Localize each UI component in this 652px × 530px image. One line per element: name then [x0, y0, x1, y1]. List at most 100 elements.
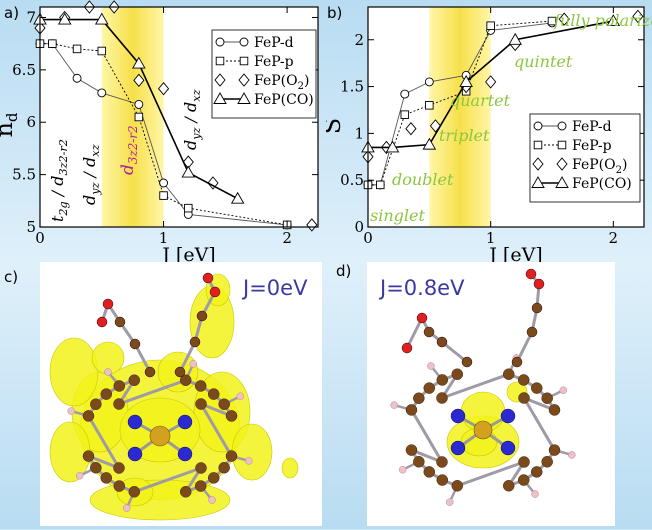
- data-point: [181, 165, 196, 178]
- hydrogen-atom: [398, 465, 407, 474]
- legend-marker: [239, 56, 249, 66]
- series-FeP(CO): [361, 14, 621, 153]
- carbon-atom: [413, 456, 425, 468]
- carbon-atom: [100, 388, 113, 400]
- data-point: [558, 12, 570, 26]
- nitrogen-atom: [177, 446, 193, 462]
- carbon-atom: [113, 462, 125, 474]
- hydrogen-atom: [236, 392, 245, 401]
- carbon-atom: [451, 480, 464, 492]
- carbon-atom: [174, 366, 186, 378]
- y-tick-label: 5: [26, 218, 36, 236]
- data-point: [486, 21, 495, 30]
- data-point: [425, 101, 434, 110]
- chart-b: 0 1 2 0 0.5 1 1.5 2 J [eV] FeP-d FeP-p FeP(O2)FeP(C…: [326, 6, 652, 262]
- iron-atom: [473, 420, 493, 440]
- carbon-atom: [90, 462, 102, 474]
- hydrogen-atom: [427, 362, 435, 370]
- legend-marker: [557, 140, 567, 150]
- legend-marker: [556, 157, 568, 171]
- carbon-atom: [436, 374, 449, 386]
- carbon-atom: [518, 456, 530, 468]
- bond: [199, 403, 233, 457]
- carbon-atom: [194, 480, 207, 492]
- carbon-atom: [526, 326, 538, 338]
- legend-marker: [533, 140, 543, 150]
- molecule-panel-c: [40, 262, 322, 526]
- carbon-atom: [218, 462, 230, 474]
- carbon-atom: [113, 480, 126, 492]
- legend-marker: [214, 73, 226, 87]
- hydrogen-atom: [568, 451, 576, 459]
- panel-label-c: c): [4, 268, 19, 286]
- data-point: [97, 88, 107, 98]
- bond: [410, 409, 444, 463]
- y-tick-label: 7: [26, 8, 36, 26]
- carbon-atom: [518, 392, 530, 404]
- oxygen-atom: [401, 342, 413, 354]
- y-axis-label: nd: [0, 112, 21, 137]
- legend-marker: [555, 176, 569, 188]
- annotation-t2g: t2g / d3z2-r2: [48, 139, 70, 222]
- highlight-band: [101, 7, 164, 227]
- hydrogen-atom: [531, 490, 539, 498]
- data-point: [400, 89, 410, 99]
- carbon-atom: [436, 474, 449, 486]
- nitrogen-atom: [127, 414, 143, 430]
- carbon-atom: [189, 336, 201, 348]
- bond: [456, 460, 525, 488]
- state-label: fully polarized: [553, 11, 652, 30]
- carbon-atom: [511, 356, 523, 368]
- oxygen-atom: [525, 268, 537, 280]
- plot-frame: [367, 6, 645, 228]
- x-tick-label: 1: [159, 229, 169, 247]
- carbon-atom: [100, 472, 113, 484]
- carbon-atom: [113, 380, 126, 392]
- y-tick-label: 6: [26, 113, 36, 131]
- carbon-atom: [129, 338, 141, 350]
- legend-entry: FeP(O2): [572, 157, 627, 176]
- legend-entry: FeP-d: [254, 35, 294, 51]
- hydrogen-atom: [104, 368, 112, 376]
- oxygen-atom: [202, 272, 214, 284]
- legend-entry: FeP(CO): [572, 176, 632, 192]
- annotation-dyz-dxz-2: dyz / dxz: [181, 89, 203, 150]
- spin-density-lobe: [281, 457, 299, 479]
- carbon-atom: [517, 374, 530, 386]
- data-point: [306, 218, 318, 232]
- panel-label-b: b): [327, 4, 343, 22]
- carbon-atom: [196, 310, 208, 322]
- carbon-atom: [207, 388, 220, 400]
- nitrogen-atom: [177, 414, 193, 430]
- hydrogen-atom: [208, 496, 216, 504]
- bond: [133, 343, 152, 373]
- legend-entry: FeP(CO): [254, 92, 314, 108]
- carbon-atom: [517, 474, 530, 486]
- chart-a: 0 1 2 5 5.5 6 6.5 7 J [eV] FeP-d FeP-p FeP(O2)FeP(C…: [0, 0, 319, 262]
- legend-entry: FeP(O2): [254, 73, 309, 92]
- data-point: [459, 74, 473, 87]
- legend-marker: [531, 176, 545, 188]
- hydrogen-atom: [67, 407, 75, 415]
- highlight-band: [429, 7, 491, 227]
- legend-marker: [239, 37, 249, 47]
- data-point: [159, 178, 169, 188]
- x-tick-label: 2: [609, 229, 619, 247]
- data-point: [422, 137, 437, 150]
- bond: [133, 466, 202, 494]
- j-label-d: J=0.8eV: [380, 276, 465, 300]
- carbon-atom: [548, 444, 561, 456]
- data-point: [485, 75, 497, 89]
- data-point: [95, 12, 109, 25]
- carbon-atom: [502, 480, 515, 492]
- legend-marker: [237, 92, 251, 104]
- legend: FeP-d FeP-p FeP(O2)FeP(CO): [211, 29, 317, 119]
- carbon-atom: [113, 398, 125, 410]
- carbon-atom: [436, 336, 448, 348]
- state-label: singlet: [370, 206, 425, 225]
- series-line-FeP(CO): [40, 18, 239, 200]
- carbon-atom: [405, 404, 418, 416]
- data-point: [424, 77, 434, 87]
- bond: [405, 317, 424, 349]
- data-point: [48, 39, 57, 48]
